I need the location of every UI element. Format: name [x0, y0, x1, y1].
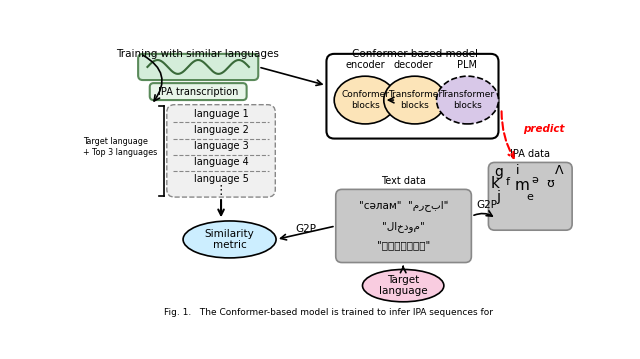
Text: IPA transcription: IPA transcription: [158, 87, 238, 97]
Text: Transformer
blocks: Transformer blocks: [388, 90, 442, 110]
Text: G2P: G2P: [296, 224, 316, 234]
Ellipse shape: [362, 270, 444, 302]
Text: IPA data: IPA data: [510, 149, 550, 159]
Text: ⋮: ⋮: [215, 185, 227, 197]
FancyBboxPatch shape: [336, 190, 472, 262]
Text: G2P: G2P: [476, 200, 497, 210]
Text: g: g: [494, 165, 503, 180]
Text: Target
language: Target language: [379, 275, 428, 297]
Text: encoder: encoder: [346, 60, 385, 70]
FancyBboxPatch shape: [150, 83, 246, 100]
Text: language 2: language 2: [194, 125, 248, 135]
Text: Conformer-based model: Conformer-based model: [352, 49, 478, 59]
FancyBboxPatch shape: [488, 162, 572, 230]
Text: Λ: Λ: [555, 164, 563, 177]
Ellipse shape: [183, 221, 276, 258]
Text: language 5: language 5: [194, 174, 248, 183]
FancyBboxPatch shape: [167, 105, 275, 197]
Text: k: k: [490, 177, 499, 191]
Ellipse shape: [384, 76, 446, 124]
Text: Target language
+ Top 3 languages: Target language + Top 3 languages: [83, 137, 157, 157]
Text: decoder: decoder: [394, 60, 433, 70]
Text: Fig. 1.   The Conformer-based model is trained to infer IPA sequences for: Fig. 1. The Conformer-based model is tra…: [163, 308, 493, 317]
Text: f: f: [506, 177, 510, 187]
Text: predict: predict: [524, 124, 564, 134]
Text: Transformer
blocks: Transformer blocks: [440, 90, 495, 110]
Text: e: e: [526, 192, 533, 202]
Text: language 3: language 3: [194, 141, 248, 151]
FancyBboxPatch shape: [326, 54, 499, 139]
Ellipse shape: [436, 76, 499, 124]
Text: j: j: [497, 190, 500, 204]
Text: Similarity
metric: Similarity metric: [205, 229, 255, 250]
Text: PLM: PLM: [458, 60, 477, 70]
Ellipse shape: [334, 76, 396, 124]
Text: Training with similar languages: Training with similar languages: [116, 49, 279, 59]
Text: "नमस्कार": "नमस्कार": [377, 240, 430, 250]
Text: language 4: language 4: [194, 158, 248, 167]
Text: ʊ: ʊ: [546, 177, 554, 191]
Text: "لاخدوم": "لاخدوم": [382, 221, 425, 232]
Text: "сәлам"  "مرحباً": "сәлам" "مرحباً": [359, 201, 448, 212]
Text: ə: ə: [531, 175, 538, 185]
Text: m: m: [515, 178, 529, 193]
FancyBboxPatch shape: [138, 54, 259, 80]
Text: Text data: Text data: [381, 176, 426, 186]
Text: language 1: language 1: [194, 109, 248, 119]
Text: i: i: [516, 164, 520, 177]
Text: Conformer
blocks: Conformer blocks: [341, 90, 389, 110]
